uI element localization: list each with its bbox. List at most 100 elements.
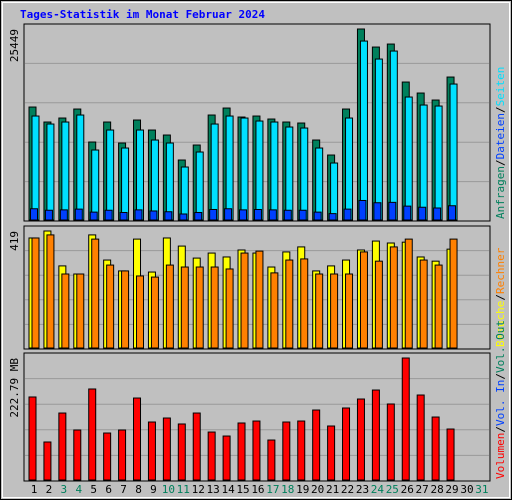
x-tick-label: 9 xyxy=(150,483,157,496)
y-tick-label: 25449 xyxy=(8,29,21,62)
bar xyxy=(253,208,262,221)
bar xyxy=(180,266,189,349)
bar xyxy=(359,251,368,349)
x-tick-label: 21 xyxy=(326,483,339,496)
bar xyxy=(164,211,173,221)
bar xyxy=(297,420,306,481)
bar xyxy=(239,209,248,221)
bar xyxy=(76,114,85,221)
x-tick-label: 19 xyxy=(296,483,309,496)
legend-entry: Anfragen xyxy=(494,166,507,219)
x-tick-label: 7 xyxy=(120,483,127,496)
bar xyxy=(388,201,397,221)
x-tick-label: 14 xyxy=(221,483,235,496)
legend-entry: Volumen xyxy=(494,433,507,479)
chart-title: Tages-Statistik im Monat Februar 2024 xyxy=(20,8,265,21)
x-tick-label: 2 xyxy=(46,483,53,496)
bar xyxy=(283,209,292,221)
x-tick-label: 28 xyxy=(430,483,443,496)
bar xyxy=(121,147,130,221)
bar xyxy=(73,429,82,481)
x-tick-label: 24 xyxy=(371,483,385,496)
bar xyxy=(330,162,339,221)
x-tick-label: 23 xyxy=(356,483,369,496)
bar xyxy=(374,58,383,221)
legend-entry: Vol. In xyxy=(494,380,507,426)
bar xyxy=(300,127,309,221)
bar xyxy=(118,429,127,481)
bar xyxy=(298,209,307,221)
bar xyxy=(389,246,398,349)
bar xyxy=(121,270,130,349)
x-tick-label: 31 xyxy=(475,483,488,496)
bar xyxy=(419,104,428,221)
bar xyxy=(374,260,383,349)
bar xyxy=(343,208,352,221)
bar xyxy=(252,420,261,481)
bar xyxy=(345,273,354,349)
bar xyxy=(88,388,97,481)
bar xyxy=(46,234,55,349)
x-tick-label: 26 xyxy=(401,483,414,496)
bar xyxy=(300,258,309,349)
bar xyxy=(419,259,428,349)
bar xyxy=(240,252,249,349)
bar xyxy=(136,129,145,221)
bar xyxy=(285,126,294,221)
bar xyxy=(315,147,324,221)
bar xyxy=(268,209,277,221)
bar xyxy=(255,250,264,349)
bar xyxy=(418,206,427,221)
x-tick-label: 5 xyxy=(90,483,97,496)
bar xyxy=(285,259,294,349)
x-tick-label: 3 xyxy=(61,483,68,496)
bar xyxy=(91,238,100,349)
bar xyxy=(180,166,189,221)
bar xyxy=(46,123,55,221)
x-tick-label: 4 xyxy=(75,483,82,496)
legend: Besuche/Rechner xyxy=(494,247,507,347)
y-tick-label: 222.79 MB xyxy=(8,358,21,418)
bar xyxy=(149,210,158,221)
bar xyxy=(359,40,368,221)
legend-separator: / xyxy=(494,426,507,433)
x-tick-label: 20 xyxy=(311,483,324,496)
bar xyxy=(448,205,457,221)
bar xyxy=(389,50,398,221)
bar xyxy=(103,432,112,481)
bar xyxy=(267,439,276,481)
legend-separator: / xyxy=(494,294,507,301)
legend-entry: Vol. Out xyxy=(494,320,507,373)
bar xyxy=(342,407,351,481)
x-tick-label: 27 xyxy=(416,483,429,496)
bar xyxy=(270,121,279,221)
bar xyxy=(403,205,412,221)
legend: Volumen/Vol. In/Vol. Out xyxy=(494,320,507,479)
bar xyxy=(119,211,128,221)
bar xyxy=(401,357,410,481)
bar xyxy=(179,213,188,221)
bar xyxy=(356,398,365,481)
bar xyxy=(315,273,324,349)
bar xyxy=(282,421,291,481)
bar xyxy=(106,129,115,221)
bar xyxy=(195,151,204,221)
bar xyxy=(106,264,115,349)
x-tick-label: 8 xyxy=(135,483,142,496)
bar xyxy=(162,417,171,481)
bar xyxy=(209,208,218,221)
legend-entry: Dateien xyxy=(494,113,507,159)
legend-entry: Rechner xyxy=(494,247,507,294)
legend-separator: / xyxy=(494,159,507,166)
bar xyxy=(222,435,231,481)
x-tick-label: 29 xyxy=(445,483,458,496)
bar xyxy=(59,209,68,221)
bar xyxy=(194,211,203,221)
bar xyxy=(416,394,425,481)
bar xyxy=(446,428,455,481)
x-tick-label: 13 xyxy=(207,483,220,496)
legend-entry: Seiten xyxy=(494,67,507,107)
legend: Anfragen/Dateien/Seiten xyxy=(494,67,507,219)
